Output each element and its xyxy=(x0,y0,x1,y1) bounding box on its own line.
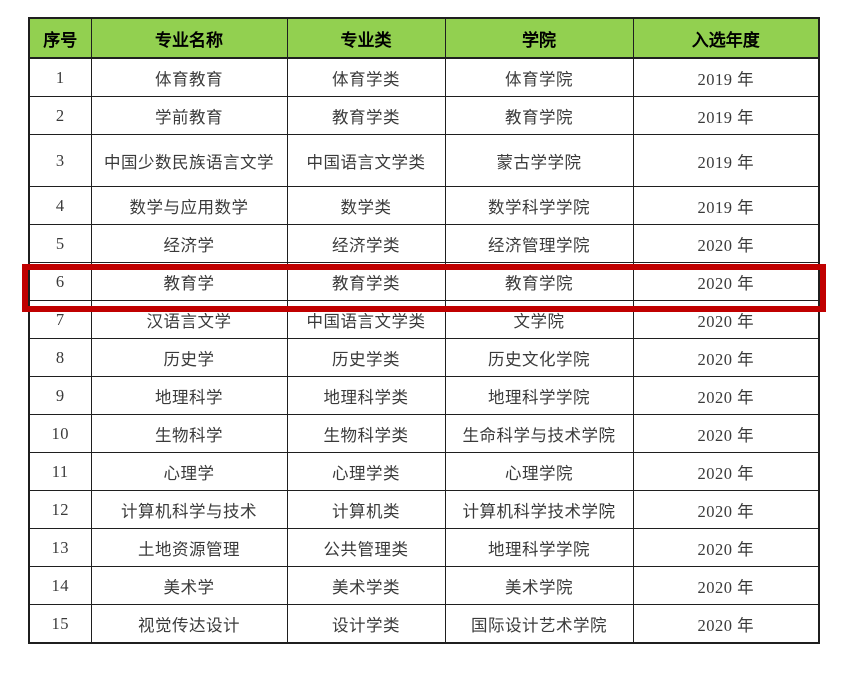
cell-college: 蒙古学学院 xyxy=(444,134,634,187)
cell-no: 13 xyxy=(28,528,92,567)
cell-major: 地理科学 xyxy=(90,376,288,415)
cell-category: 教育学类 xyxy=(286,262,446,301)
cell-major: 体育教育 xyxy=(90,57,288,97)
cell-college: 生命科学与技术学院 xyxy=(444,414,634,453)
cell-no: 4 xyxy=(28,186,92,225)
cell-no: 6 xyxy=(28,262,92,301)
cell-year: 2019 年 xyxy=(632,57,820,97)
cell-major: 学前教育 xyxy=(90,96,288,135)
table-row: 11 心理学 心理学类 心理学院 2020 年 xyxy=(28,452,820,491)
cell-no: 10 xyxy=(28,414,92,453)
cell-year: 2019 年 xyxy=(632,186,820,225)
cell-major: 数学与应用数学 xyxy=(90,186,288,225)
cell-year: 2020 年 xyxy=(632,224,820,263)
cell-category: 历史学类 xyxy=(286,338,446,377)
cell-college: 数学科学学院 xyxy=(444,186,634,225)
table-row: 13 土地资源管理 公共管理类 地理科学学院 2020 年 xyxy=(28,528,820,567)
cell-category: 计算机类 xyxy=(286,490,446,529)
cell-college: 教育学院 xyxy=(444,96,634,135)
cell-major: 美术学 xyxy=(90,566,288,605)
cell-year: 2020 年 xyxy=(632,414,820,453)
cell-category: 公共管理类 xyxy=(286,528,446,567)
cell-category: 美术学类 xyxy=(286,566,446,605)
column-header-no: 序号 xyxy=(28,17,92,59)
table-row: 10 生物科学 生物科学类 生命科学与技术学院 2020 年 xyxy=(28,414,820,453)
cell-no: 11 xyxy=(28,452,92,491)
cell-no: 1 xyxy=(28,57,92,97)
cell-no: 8 xyxy=(28,338,92,377)
table-row: 4 数学与应用数学 数学类 数学科学学院 2019 年 xyxy=(28,186,820,225)
cell-college: 国际设计艺术学院 xyxy=(444,604,634,644)
table-row: 14 美术学 美术学类 美术学院 2020 年 xyxy=(28,566,820,605)
column-header-year: 入选年度 xyxy=(632,17,820,59)
cell-college: 计算机科学技术学院 xyxy=(444,490,634,529)
cell-category: 生物科学类 xyxy=(286,414,446,453)
cell-year: 2020 年 xyxy=(632,528,820,567)
cell-no: 2 xyxy=(28,96,92,135)
cell-major: 历史学 xyxy=(90,338,288,377)
table-row-highlighted: 6 教育学 教育学类 教育学院 2020 年 xyxy=(28,262,820,301)
majors-table: 序号 专业名称 专业类 学院 入选年度 1 体育教育 体育学类 体育学院 2019 年 2 学前教育… xyxy=(28,17,820,644)
table-header-row: 序号 专业名称 专业类 学院 入选年度 xyxy=(28,17,820,59)
cell-major: 汉语言文学 xyxy=(90,300,288,339)
cell-college: 经济管理学院 xyxy=(444,224,634,263)
cell-major: 心理学 xyxy=(90,452,288,491)
cell-major: 中国少数民族语言文学 xyxy=(90,134,288,187)
table-row: 12 计算机科学与技术 计算机类 计算机科学技术学院 2020 年 xyxy=(28,490,820,529)
cell-category: 心理学类 xyxy=(286,452,446,491)
cell-year: 2020 年 xyxy=(632,452,820,491)
cell-year: 2019 年 xyxy=(632,96,820,135)
cell-no: 12 xyxy=(28,490,92,529)
cell-college: 地理科学学院 xyxy=(444,528,634,567)
table-row: 3 中国少数民族语言文学 中国语言文学类 蒙古学学院 2019 年 xyxy=(28,134,820,187)
cell-major: 视觉传达设计 xyxy=(90,604,288,644)
cell-major: 生物科学 xyxy=(90,414,288,453)
cell-category: 设计学类 xyxy=(286,604,446,644)
cell-year: 2020 年 xyxy=(632,566,820,605)
table-row: 2 学前教育 教育学类 教育学院 2019 年 xyxy=(28,96,820,135)
cell-college: 地理科学学院 xyxy=(444,376,634,415)
cell-category: 地理科学类 xyxy=(286,376,446,415)
table-row: 9 地理科学 地理科学类 地理科学学院 2020 年 xyxy=(28,376,820,415)
cell-category: 教育学类 xyxy=(286,96,446,135)
cell-college: 心理学院 xyxy=(444,452,634,491)
cell-category: 体育学类 xyxy=(286,57,446,97)
cell-category: 中国语言文学类 xyxy=(286,300,446,339)
table-row: 8 历史学 历史学类 历史文化学院 2020 年 xyxy=(28,338,820,377)
cell-year: 2020 年 xyxy=(632,338,820,377)
cell-year: 2020 年 xyxy=(632,262,820,301)
cell-major: 土地资源管理 xyxy=(90,528,288,567)
cell-college: 文学院 xyxy=(444,300,634,339)
cell-category: 中国语言文学类 xyxy=(286,134,446,187)
cell-year: 2019 年 xyxy=(632,134,820,187)
column-header-college: 学院 xyxy=(444,17,634,59)
cell-college: 教育学院 xyxy=(444,262,634,301)
table-row: 5 经济学 经济学类 经济管理学院 2020 年 xyxy=(28,224,820,263)
cell-college: 体育学院 xyxy=(444,57,634,97)
cell-year: 2020 年 xyxy=(632,376,820,415)
table-row: 7 汉语言文学 中国语言文学类 文学院 2020 年 xyxy=(28,300,820,339)
cell-major: 经济学 xyxy=(90,224,288,263)
cell-no: 15 xyxy=(28,604,92,644)
cell-year: 2020 年 xyxy=(632,300,820,339)
cell-no: 7 xyxy=(28,300,92,339)
column-header-category: 专业类 xyxy=(286,17,446,59)
cell-no: 9 xyxy=(28,376,92,415)
cell-no: 3 xyxy=(28,134,92,187)
cell-category: 数学类 xyxy=(286,186,446,225)
table-row: 1 体育教育 体育学类 体育学院 2019 年 xyxy=(28,57,820,97)
cell-no: 14 xyxy=(28,566,92,605)
column-header-major: 专业名称 xyxy=(90,17,288,59)
cell-no: 5 xyxy=(28,224,92,263)
cell-major: 计算机科学与技术 xyxy=(90,490,288,529)
cell-college: 美术学院 xyxy=(444,566,634,605)
table-row: 15 视觉传达设计 设计学类 国际设计艺术学院 2020 年 xyxy=(28,604,820,644)
cell-year: 2020 年 xyxy=(632,490,820,529)
cell-major: 教育学 xyxy=(90,262,288,301)
cell-category: 经济学类 xyxy=(286,224,446,263)
cell-college: 历史文化学院 xyxy=(444,338,634,377)
cell-year: 2020 年 xyxy=(632,604,820,644)
